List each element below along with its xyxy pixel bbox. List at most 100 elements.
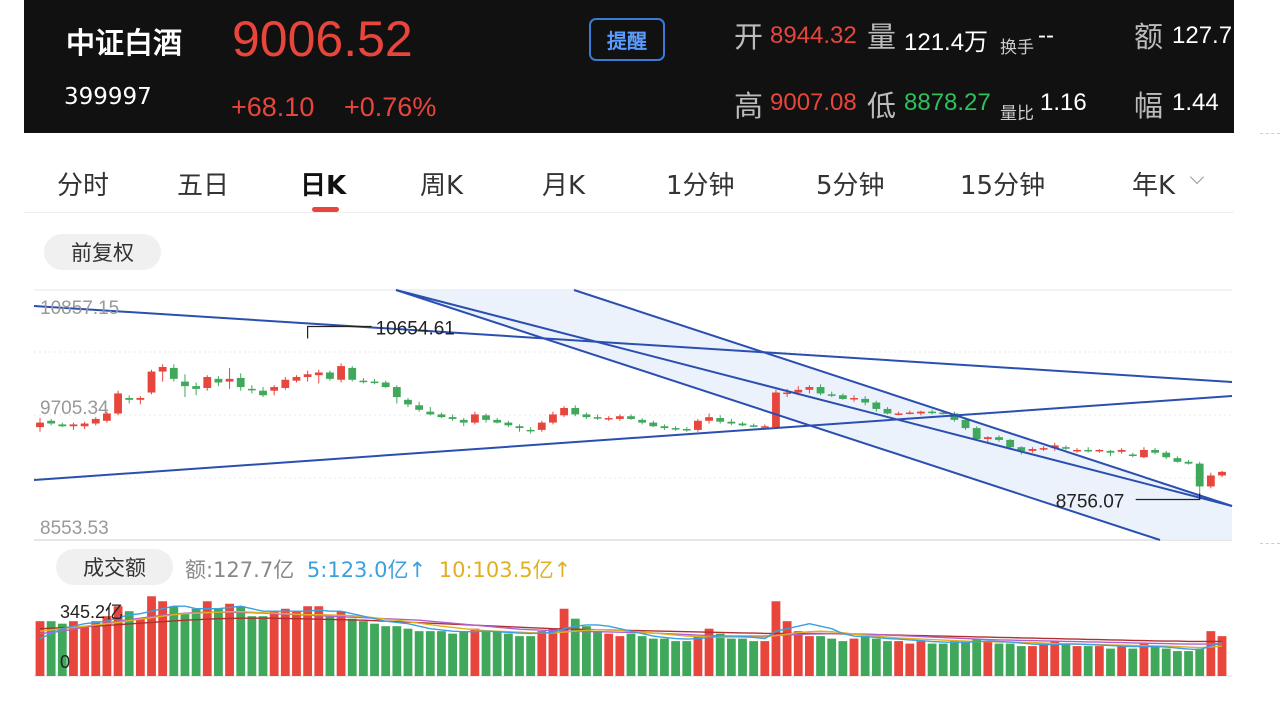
price-annotations: 10654.61 8756.07 (307, 318, 1201, 513)
volume-ma-lines (39, 605, 1223, 651)
volume-amount-text: 额:127.7亿 (185, 558, 295, 582)
candle-body (303, 374, 312, 378)
candle-body (682, 428, 691, 431)
candle-body (370, 381, 379, 384)
volume-bar (481, 631, 491, 676)
tab-15-minute[interactable]: 15分钟 (960, 171, 1046, 201)
volume-bar (1083, 646, 1093, 676)
candle-body (917, 411, 925, 414)
high-value: 9007.08 (770, 89, 857, 116)
volume-bar (80, 626, 90, 676)
candle-body (749, 425, 758, 427)
candle-body (995, 437, 1003, 440)
tab-intraday[interactable]: 分时 (57, 171, 110, 201)
candle-body (326, 372, 334, 379)
tab-yearly-k[interactable]: 年K (1132, 171, 1176, 201)
candle-body (448, 417, 457, 419)
volume-bar (1161, 648, 1171, 676)
volume-bar (303, 606, 313, 676)
volume-bar (247, 616, 257, 676)
candle-body (1017, 447, 1026, 451)
candle-body (972, 428, 981, 440)
high-marker-line (307, 325, 372, 339)
volume-bar (515, 636, 524, 676)
volume-bar (158, 601, 168, 676)
candle-body (426, 411, 435, 415)
candle-body (515, 426, 524, 429)
volume-bar (102, 616, 112, 676)
candle-body (816, 387, 825, 394)
volume-bar (648, 638, 658, 676)
tab-weekly-k[interactable]: 周K (420, 171, 464, 201)
volume-bar (972, 638, 982, 676)
period-tabs (24, 145, 1234, 213)
turnover-label: 换手 (1000, 38, 1034, 58)
candle-body (1084, 449, 1093, 452)
volume-bar (983, 641, 993, 676)
trendline (33, 395, 1233, 481)
open-label: 开 (734, 20, 764, 54)
volume-bar (191, 608, 201, 676)
volume-bar (1106, 648, 1115, 676)
candle-body (114, 393, 122, 414)
volume-bar (1005, 643, 1015, 676)
volume-bar (1172, 651, 1182, 676)
candle-body (1073, 449, 1081, 452)
volume-bar (135, 618, 145, 676)
candle-body (716, 418, 725, 422)
candle-body (1173, 458, 1182, 462)
candle-body (615, 416, 624, 419)
tab-five-day[interactable]: 五日 (177, 171, 230, 201)
volume-bar (615, 636, 625, 676)
candle-body (905, 412, 914, 415)
volume-bar (1016, 646, 1026, 676)
candle-body (1117, 449, 1126, 452)
tab-1-minute[interactable]: 1分钟 (666, 171, 735, 201)
candle-body (760, 426, 769, 428)
candle-body (604, 418, 613, 420)
tab-monthly-k[interactable]: 月K (542, 171, 586, 201)
candle-body (247, 388, 256, 391)
price-change: +68.10 (231, 92, 315, 122)
volume-bar (1184, 651, 1193, 676)
candle-body (459, 419, 468, 423)
candle-body (482, 415, 490, 420)
candle-body (593, 417, 602, 419)
volume-bar (1061, 643, 1071, 676)
channel-band (396, 290, 1232, 540)
last-price: 9006.52 (232, 11, 413, 67)
candle-body (961, 419, 970, 429)
volume-bar (1139, 643, 1149, 676)
volume-bar (437, 631, 446, 676)
candle-body (1006, 439, 1015, 448)
volume-bar (749, 641, 759, 676)
volume-bar (1206, 631, 1216, 676)
volume-bar (927, 643, 937, 676)
volume-bar (905, 643, 915, 676)
volume-bar (726, 638, 736, 676)
candle-body (838, 395, 847, 399)
volume-ma5-text: 5:123.0亿↑ (306, 558, 427, 582)
adjust-mode-button[interactable]: 前复权 (44, 234, 161, 270)
trendline (395, 289, 1161, 541)
tab-5-minute[interactable]: 5分钟 (816, 171, 885, 201)
trendline (33, 305, 1233, 383)
volume-bar (113, 606, 123, 676)
volume-bar (604, 633, 614, 676)
volume-bar (236, 606, 246, 676)
price-change-pct: +0.76% (344, 92, 437, 122)
high-price-label: 10654.61 (376, 318, 455, 339)
trendline (395, 289, 1233, 507)
candle-body (582, 414, 591, 418)
volume-panel-title[interactable]: 成交额 (56, 549, 173, 585)
volume-bar (91, 621, 101, 676)
tab-daily-k[interactable]: 日K (300, 171, 347, 201)
right-edge-strip (1234, 0, 1280, 708)
volume-ma30-line (39, 617, 1222, 643)
volume-bar (693, 636, 703, 676)
alert-button[interactable]: 提醒 (589, 18, 665, 61)
volume-bar (503, 633, 513, 676)
candle-body (415, 405, 424, 410)
volume-bar (537, 631, 547, 676)
